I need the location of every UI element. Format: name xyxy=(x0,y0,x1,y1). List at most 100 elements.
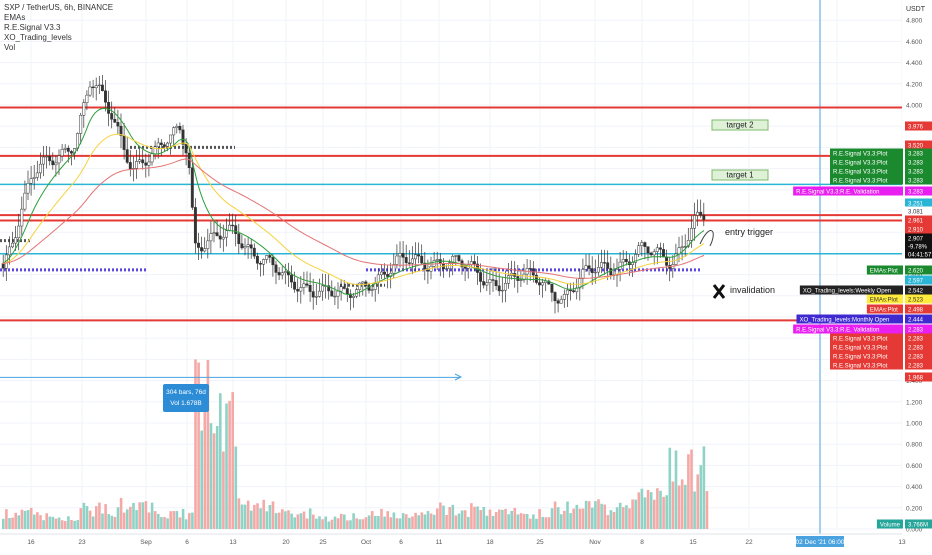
volume-bar xyxy=(33,514,36,529)
time-tick-label: Sep xyxy=(140,539,152,546)
price-tag-text: 2.597 xyxy=(908,279,924,285)
candle-body xyxy=(417,254,421,257)
indicator-tag-text: R.E.Signal V3.3:R.E. Validation xyxy=(796,190,879,196)
candle-body xyxy=(243,246,247,249)
target-2-label: target 2 xyxy=(726,121,754,130)
volume-bar xyxy=(274,513,278,529)
price-tag-text: 2.283 xyxy=(908,328,924,334)
indicator-tag xyxy=(830,166,903,176)
candle-body xyxy=(63,147,67,150)
candle-body xyxy=(11,242,14,248)
level-lines xyxy=(0,106,902,378)
candle-body xyxy=(581,269,585,279)
indicator-xo[interactable]: XO_Trading_levels xyxy=(4,33,72,42)
volume-bar xyxy=(95,506,98,529)
volume-bar xyxy=(290,513,293,529)
candle-body xyxy=(100,84,104,92)
candle-body xyxy=(556,300,560,304)
candle-body xyxy=(159,142,163,145)
volume-bar xyxy=(538,509,541,529)
volume-bar xyxy=(60,520,64,529)
price-tag xyxy=(905,157,932,167)
volume-bar xyxy=(67,516,70,529)
candle-body xyxy=(593,271,597,274)
price-tag xyxy=(905,275,932,285)
price-tick-label: 4.800 xyxy=(906,18,923,25)
volume-bar xyxy=(277,512,281,529)
volume-bar xyxy=(547,517,551,529)
volume-bar xyxy=(451,504,455,529)
candle-body xyxy=(97,84,101,87)
indicator-vol[interactable]: Vol xyxy=(4,43,16,52)
volume-bar xyxy=(622,507,625,529)
volume-bar xyxy=(212,433,216,529)
ema-fast xyxy=(1,107,705,296)
volume-bar xyxy=(166,518,169,529)
volume-bar xyxy=(116,507,120,529)
volume-bar xyxy=(327,521,331,529)
candle-body xyxy=(274,264,278,273)
volume-bar xyxy=(122,512,126,529)
volume-bar xyxy=(463,510,467,529)
volume-bar xyxy=(79,508,83,529)
volume-bar xyxy=(231,392,234,529)
volume-bar xyxy=(346,520,349,529)
volume-bar xyxy=(330,519,334,529)
indicator-tag xyxy=(830,157,903,167)
volume-bar xyxy=(26,510,30,529)
candles xyxy=(1,75,706,314)
volume-bar xyxy=(194,359,197,529)
indicator-emas[interactable]: EMAs xyxy=(4,13,26,22)
volume-bar xyxy=(228,400,231,529)
time-tick-label: 13 xyxy=(229,539,237,546)
volume-bar xyxy=(222,451,225,529)
price-tick-label: 1.000 xyxy=(906,421,923,428)
price-tag xyxy=(905,186,932,196)
volume-bar xyxy=(287,510,290,529)
right-tags: 3.976 3.520 3.283 R.E.Signal V3.3:Plot 3.283… xyxy=(793,121,932,529)
volume-bar xyxy=(352,513,355,529)
candle-body xyxy=(637,245,641,255)
candle-body xyxy=(658,247,662,250)
price-tag-text: 3.283 xyxy=(908,190,924,196)
indicator-resignal[interactable]: R.E.Signal V3.3 xyxy=(4,23,61,32)
volume-bar xyxy=(594,501,597,529)
candle-body xyxy=(699,211,703,216)
candle-body xyxy=(618,261,622,270)
candle-body xyxy=(231,224,235,227)
volume-bar xyxy=(308,508,312,529)
candle-body xyxy=(503,283,507,291)
volume-bar xyxy=(420,512,424,529)
volume-bar xyxy=(383,516,386,529)
candle-body xyxy=(541,282,545,286)
candle-body xyxy=(565,289,569,295)
candle-body xyxy=(348,293,352,298)
candle-body xyxy=(237,233,241,244)
volume-bar xyxy=(157,513,160,529)
volume-bar xyxy=(423,514,427,529)
volume-bar xyxy=(414,512,417,529)
volume-bar xyxy=(398,518,402,529)
volume-bar xyxy=(147,512,151,529)
candle-body xyxy=(150,153,154,163)
price-tag xyxy=(905,224,932,234)
candle-body xyxy=(190,167,194,208)
candle-body xyxy=(26,182,30,194)
candle-body xyxy=(410,258,414,264)
volume-bar xyxy=(532,514,535,529)
volume-bar xyxy=(336,518,340,529)
symbol-line[interactable]: SXP / TetherUS, 6h, BINANCE xyxy=(4,3,114,12)
volume-bar xyxy=(138,502,141,529)
volume-bar xyxy=(175,511,179,529)
price-tag-text: 3.251 xyxy=(908,202,924,208)
candle-body xyxy=(66,147,70,152)
volume-bar xyxy=(615,507,619,529)
price-tag-text: 2.961 xyxy=(908,219,924,225)
volume-bar xyxy=(575,504,579,529)
candle-body xyxy=(547,280,551,285)
volume-bar xyxy=(160,517,163,529)
volume-bar xyxy=(110,515,114,529)
candle-body xyxy=(110,113,114,120)
candle-body xyxy=(398,253,402,257)
